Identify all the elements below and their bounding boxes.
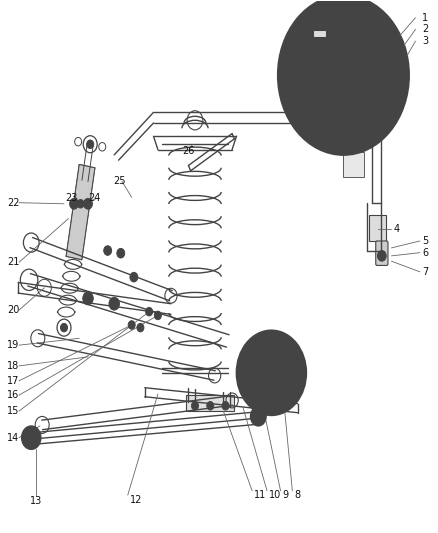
Circle shape	[77, 199, 84, 208]
Text: 26: 26	[182, 146, 194, 156]
Text: 1: 1	[422, 13, 428, 23]
Circle shape	[21, 426, 41, 449]
Text: 5: 5	[422, 236, 428, 246]
FancyBboxPatch shape	[186, 395, 234, 411]
Circle shape	[130, 272, 138, 282]
Text: 13: 13	[30, 496, 42, 506]
Text: 7: 7	[422, 267, 428, 277]
Text: 4: 4	[394, 224, 400, 235]
Text: 25: 25	[113, 176, 126, 187]
Circle shape	[87, 140, 94, 149]
Circle shape	[207, 401, 214, 410]
Text: 21: 21	[7, 257, 20, 267]
Circle shape	[278, 0, 409, 155]
Text: 8: 8	[294, 490, 300, 500]
Circle shape	[70, 198, 78, 209]
Circle shape	[137, 324, 144, 332]
Circle shape	[83, 292, 93, 305]
Text: 22: 22	[7, 198, 20, 208]
Circle shape	[346, 55, 357, 68]
Circle shape	[261, 360, 283, 386]
Text: 24: 24	[88, 193, 100, 204]
Circle shape	[154, 311, 161, 320]
Text: 16: 16	[7, 390, 20, 400]
Text: 2: 2	[422, 25, 428, 35]
Circle shape	[117, 248, 125, 258]
Circle shape	[104, 246, 112, 255]
Text: 14: 14	[7, 433, 20, 443]
Circle shape	[109, 297, 120, 310]
Polygon shape	[66, 165, 95, 260]
Text: 10: 10	[269, 490, 281, 500]
Circle shape	[368, 87, 378, 100]
Text: 18: 18	[7, 361, 20, 371]
Text: 3: 3	[422, 36, 428, 46]
FancyBboxPatch shape	[369, 215, 386, 241]
Text: 11: 11	[254, 490, 266, 500]
FancyBboxPatch shape	[343, 152, 364, 177]
Circle shape	[237, 330, 306, 415]
Circle shape	[84, 198, 92, 209]
Circle shape	[146, 308, 152, 316]
Circle shape	[191, 401, 198, 410]
FancyBboxPatch shape	[376, 241, 388, 265]
Text: 17: 17	[7, 376, 20, 386]
Text: 20: 20	[7, 305, 20, 315]
Text: 19: 19	[7, 340, 20, 350]
FancyBboxPatch shape	[313, 30, 326, 37]
Circle shape	[60, 324, 67, 332]
Circle shape	[251, 407, 266, 426]
Text: 15: 15	[7, 406, 20, 416]
Text: 9: 9	[283, 490, 289, 500]
Text: 6: 6	[422, 248, 428, 257]
Circle shape	[128, 321, 135, 329]
Circle shape	[378, 251, 386, 261]
Text: 12: 12	[130, 495, 142, 505]
Circle shape	[222, 401, 229, 410]
Text: 23: 23	[65, 193, 78, 204]
